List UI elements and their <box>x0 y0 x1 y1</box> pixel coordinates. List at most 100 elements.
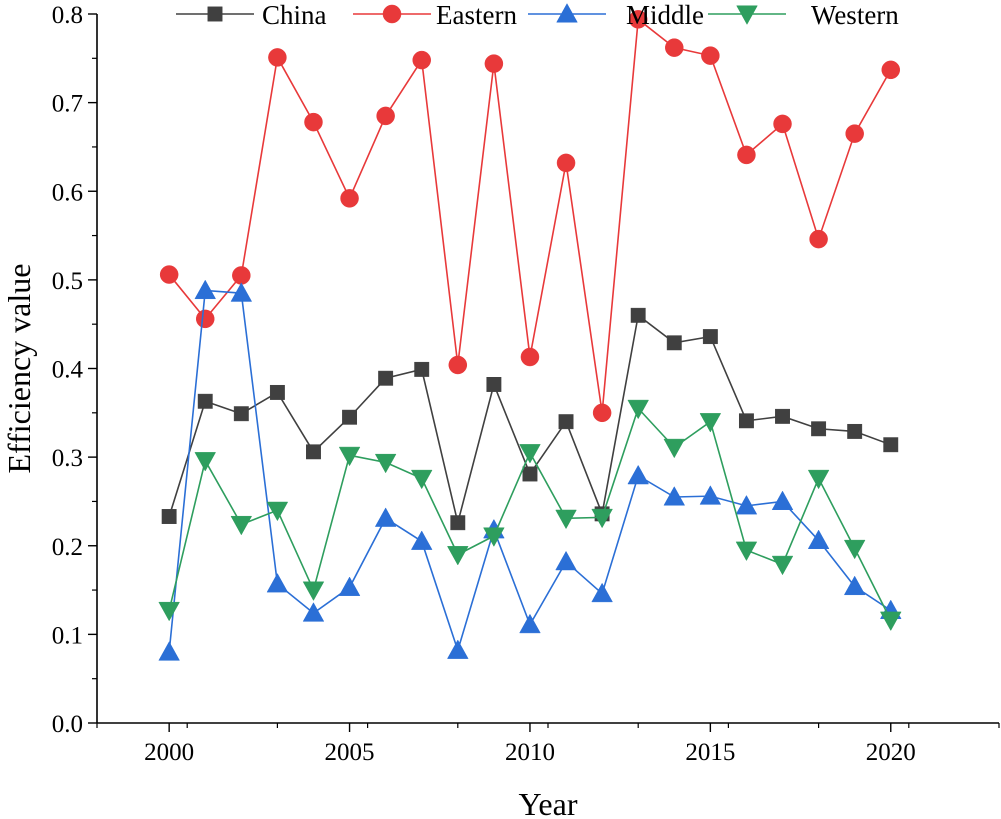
y-tick-label: 0.2 <box>52 534 83 561</box>
data-point-western <box>266 501 289 522</box>
data-point-middle <box>230 282 253 302</box>
data-point-middle <box>266 572 289 593</box>
data-point-middle <box>735 495 758 515</box>
data-point-eastern <box>376 106 395 126</box>
data-point-middle <box>843 575 866 596</box>
data-point-china <box>269 384 285 400</box>
data-point-western <box>483 527 505 547</box>
data-point-eastern <box>159 265 179 284</box>
legend-marker <box>556 3 578 23</box>
series-middle <box>158 279 902 661</box>
data-point-western <box>663 438 686 459</box>
data-point-middle <box>519 613 541 634</box>
data-point-middle <box>374 507 397 527</box>
data-point-western <box>447 546 469 566</box>
data-point-eastern <box>304 112 323 132</box>
x-tick-label: 2015 <box>685 739 735 766</box>
data-point-western <box>591 508 613 529</box>
series-western <box>158 399 902 632</box>
data-point-china <box>847 423 863 439</box>
data-point-western <box>158 601 180 622</box>
data-point-eastern <box>340 189 359 208</box>
legend-item-middle: Middle <box>528 0 704 30</box>
data-point-middle <box>807 529 830 549</box>
data-point-western <box>627 399 649 420</box>
legend-label: Eastern <box>436 0 517 30</box>
legend-label: China <box>262 0 327 30</box>
y-tick-label: 0.6 <box>52 179 83 206</box>
y-tick-label: 0.1 <box>52 622 83 649</box>
legend-label: Western <box>811 0 899 30</box>
data-point-western <box>410 469 433 490</box>
data-point-western <box>699 413 722 433</box>
x-tick-label: 2010 <box>505 739 555 766</box>
legend: China Eastern Middle Western <box>176 0 899 30</box>
data-point-china <box>197 393 213 409</box>
data-point-middle <box>699 485 722 505</box>
data-point-western <box>302 581 325 601</box>
data-point-china <box>666 335 682 351</box>
data-point-eastern <box>268 48 287 67</box>
data-point-china <box>558 414 574 430</box>
y-tick-label: 0.0 <box>52 711 83 738</box>
data-point-western <box>555 509 577 530</box>
data-point-western <box>374 453 397 474</box>
data-point-eastern <box>232 266 251 285</box>
data-point-middle <box>338 576 361 596</box>
data-point-middle <box>194 279 217 300</box>
data-point-china <box>306 444 321 460</box>
data-point-china <box>161 509 177 524</box>
y-tick-label: 0.7 <box>52 91 83 118</box>
data-point-western <box>771 555 794 576</box>
data-point-china <box>486 377 502 392</box>
data-point-china <box>342 409 358 425</box>
legend-label: Middle <box>626 0 704 30</box>
data-point-eastern <box>773 114 792 134</box>
data-point-western <box>879 611 902 632</box>
data-point-middle <box>663 486 686 506</box>
data-point-china <box>522 466 538 482</box>
data-point-eastern <box>448 355 468 375</box>
x-tick-label: 2020 <box>866 739 916 766</box>
data-point-middle <box>447 639 469 659</box>
data-point-china <box>630 307 646 323</box>
data-point-eastern <box>701 46 720 65</box>
y-axis-title: Efficiency value <box>1 264 37 474</box>
series-china <box>161 307 899 531</box>
data-point-middle <box>302 602 325 622</box>
data-point-middle <box>410 530 433 550</box>
legend-marker <box>207 6 223 22</box>
data-point-eastern <box>809 229 828 249</box>
data-point-middle <box>771 490 794 510</box>
data-point-middle <box>591 582 613 603</box>
data-point-western <box>843 539 866 560</box>
y-tick-label: 0.8 <box>52 2 83 29</box>
data-point-china <box>775 408 790 424</box>
data-point-western <box>338 446 361 467</box>
legend-item-western: Western <box>708 0 899 30</box>
y-tick-label: 0.3 <box>52 445 83 472</box>
y-tick-label: 0.5 <box>52 268 83 295</box>
data-point-western <box>807 469 830 490</box>
data-point-eastern <box>592 403 612 423</box>
x-tick-label: 2005 <box>325 739 375 766</box>
data-point-western <box>230 515 253 536</box>
data-point-eastern <box>484 54 504 73</box>
data-point-eastern <box>737 145 756 165</box>
data-point-china <box>811 421 827 437</box>
x-axis-title: Year <box>519 786 578 819</box>
y-tick-label: 0.4 <box>52 357 84 384</box>
legend-marker <box>382 4 402 24</box>
data-point-middle <box>158 641 180 661</box>
series-eastern <box>159 10 901 423</box>
data-point-eastern <box>665 38 684 57</box>
axes: 2000 2005 2010 2015 2020 0.0 0.1 0.2 0.3 0.4 0.5 0.… <box>52 2 1000 766</box>
series-layer <box>158 10 902 661</box>
data-point-eastern <box>412 50 431 70</box>
data-point-eastern <box>628 10 648 29</box>
data-point-western <box>735 541 758 562</box>
data-point-eastern <box>881 60 901 80</box>
data-point-western <box>519 444 541 464</box>
data-point-eastern <box>195 309 215 329</box>
